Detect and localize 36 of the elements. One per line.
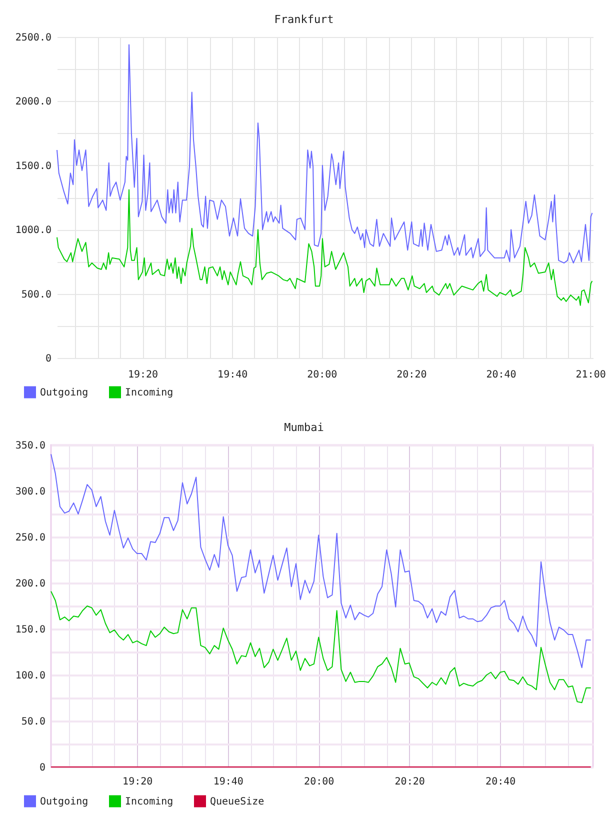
x-tick-label: 20:40 xyxy=(486,370,516,380)
y-tick-label: 500.0 xyxy=(21,289,52,300)
x-tick-label: 20:20 xyxy=(394,776,425,788)
x-tick-label: 21:00 xyxy=(576,370,606,380)
line-series xyxy=(56,44,593,264)
y-tick-label: 2000.0 xyxy=(15,96,52,108)
line-series xyxy=(50,454,592,668)
x-tick-label: 19:40 xyxy=(218,370,248,380)
y-tick-label: 250.0 xyxy=(15,532,46,544)
y-tick-label: 0 xyxy=(39,762,46,774)
y-tick-label: 50.0 xyxy=(21,716,46,728)
x-tick-label: 20:00 xyxy=(304,776,334,788)
legend-label: Outgoing xyxy=(40,387,88,398)
x-tick-label: 20:40 xyxy=(486,776,516,788)
y-tick-label: 300.0 xyxy=(15,486,46,498)
x-tick-label: 20:00 xyxy=(307,370,338,380)
legend-label: Outgoing xyxy=(40,796,88,808)
x-tick-label: 19:40 xyxy=(213,776,244,788)
y-tick-label: 350.0 xyxy=(15,440,46,452)
x-tick-label: 19:20 xyxy=(122,776,153,788)
line-series xyxy=(56,189,593,306)
line-series xyxy=(50,590,592,704)
y-tick-label: 100.0 xyxy=(15,670,46,682)
legend-label: QueueSize xyxy=(210,796,264,808)
x-tick-label: 19:20 xyxy=(128,370,158,380)
y-tick-label: 0 xyxy=(45,354,52,364)
y-tick-label: 2500.0 xyxy=(15,32,52,44)
legend-label: Incoming xyxy=(125,796,174,808)
legend-label: Incoming xyxy=(125,387,174,398)
x-tick-label: 20:20 xyxy=(396,370,427,380)
chart-title: Mumbai xyxy=(284,421,324,434)
chart-title: Frankfurt xyxy=(274,13,334,26)
y-tick-label: 1500.0 xyxy=(15,160,52,172)
y-tick-label: 150.0 xyxy=(15,624,46,636)
y-tick-label: 200.0 xyxy=(15,578,46,590)
y-tick-label: 1000.0 xyxy=(15,225,52,236)
